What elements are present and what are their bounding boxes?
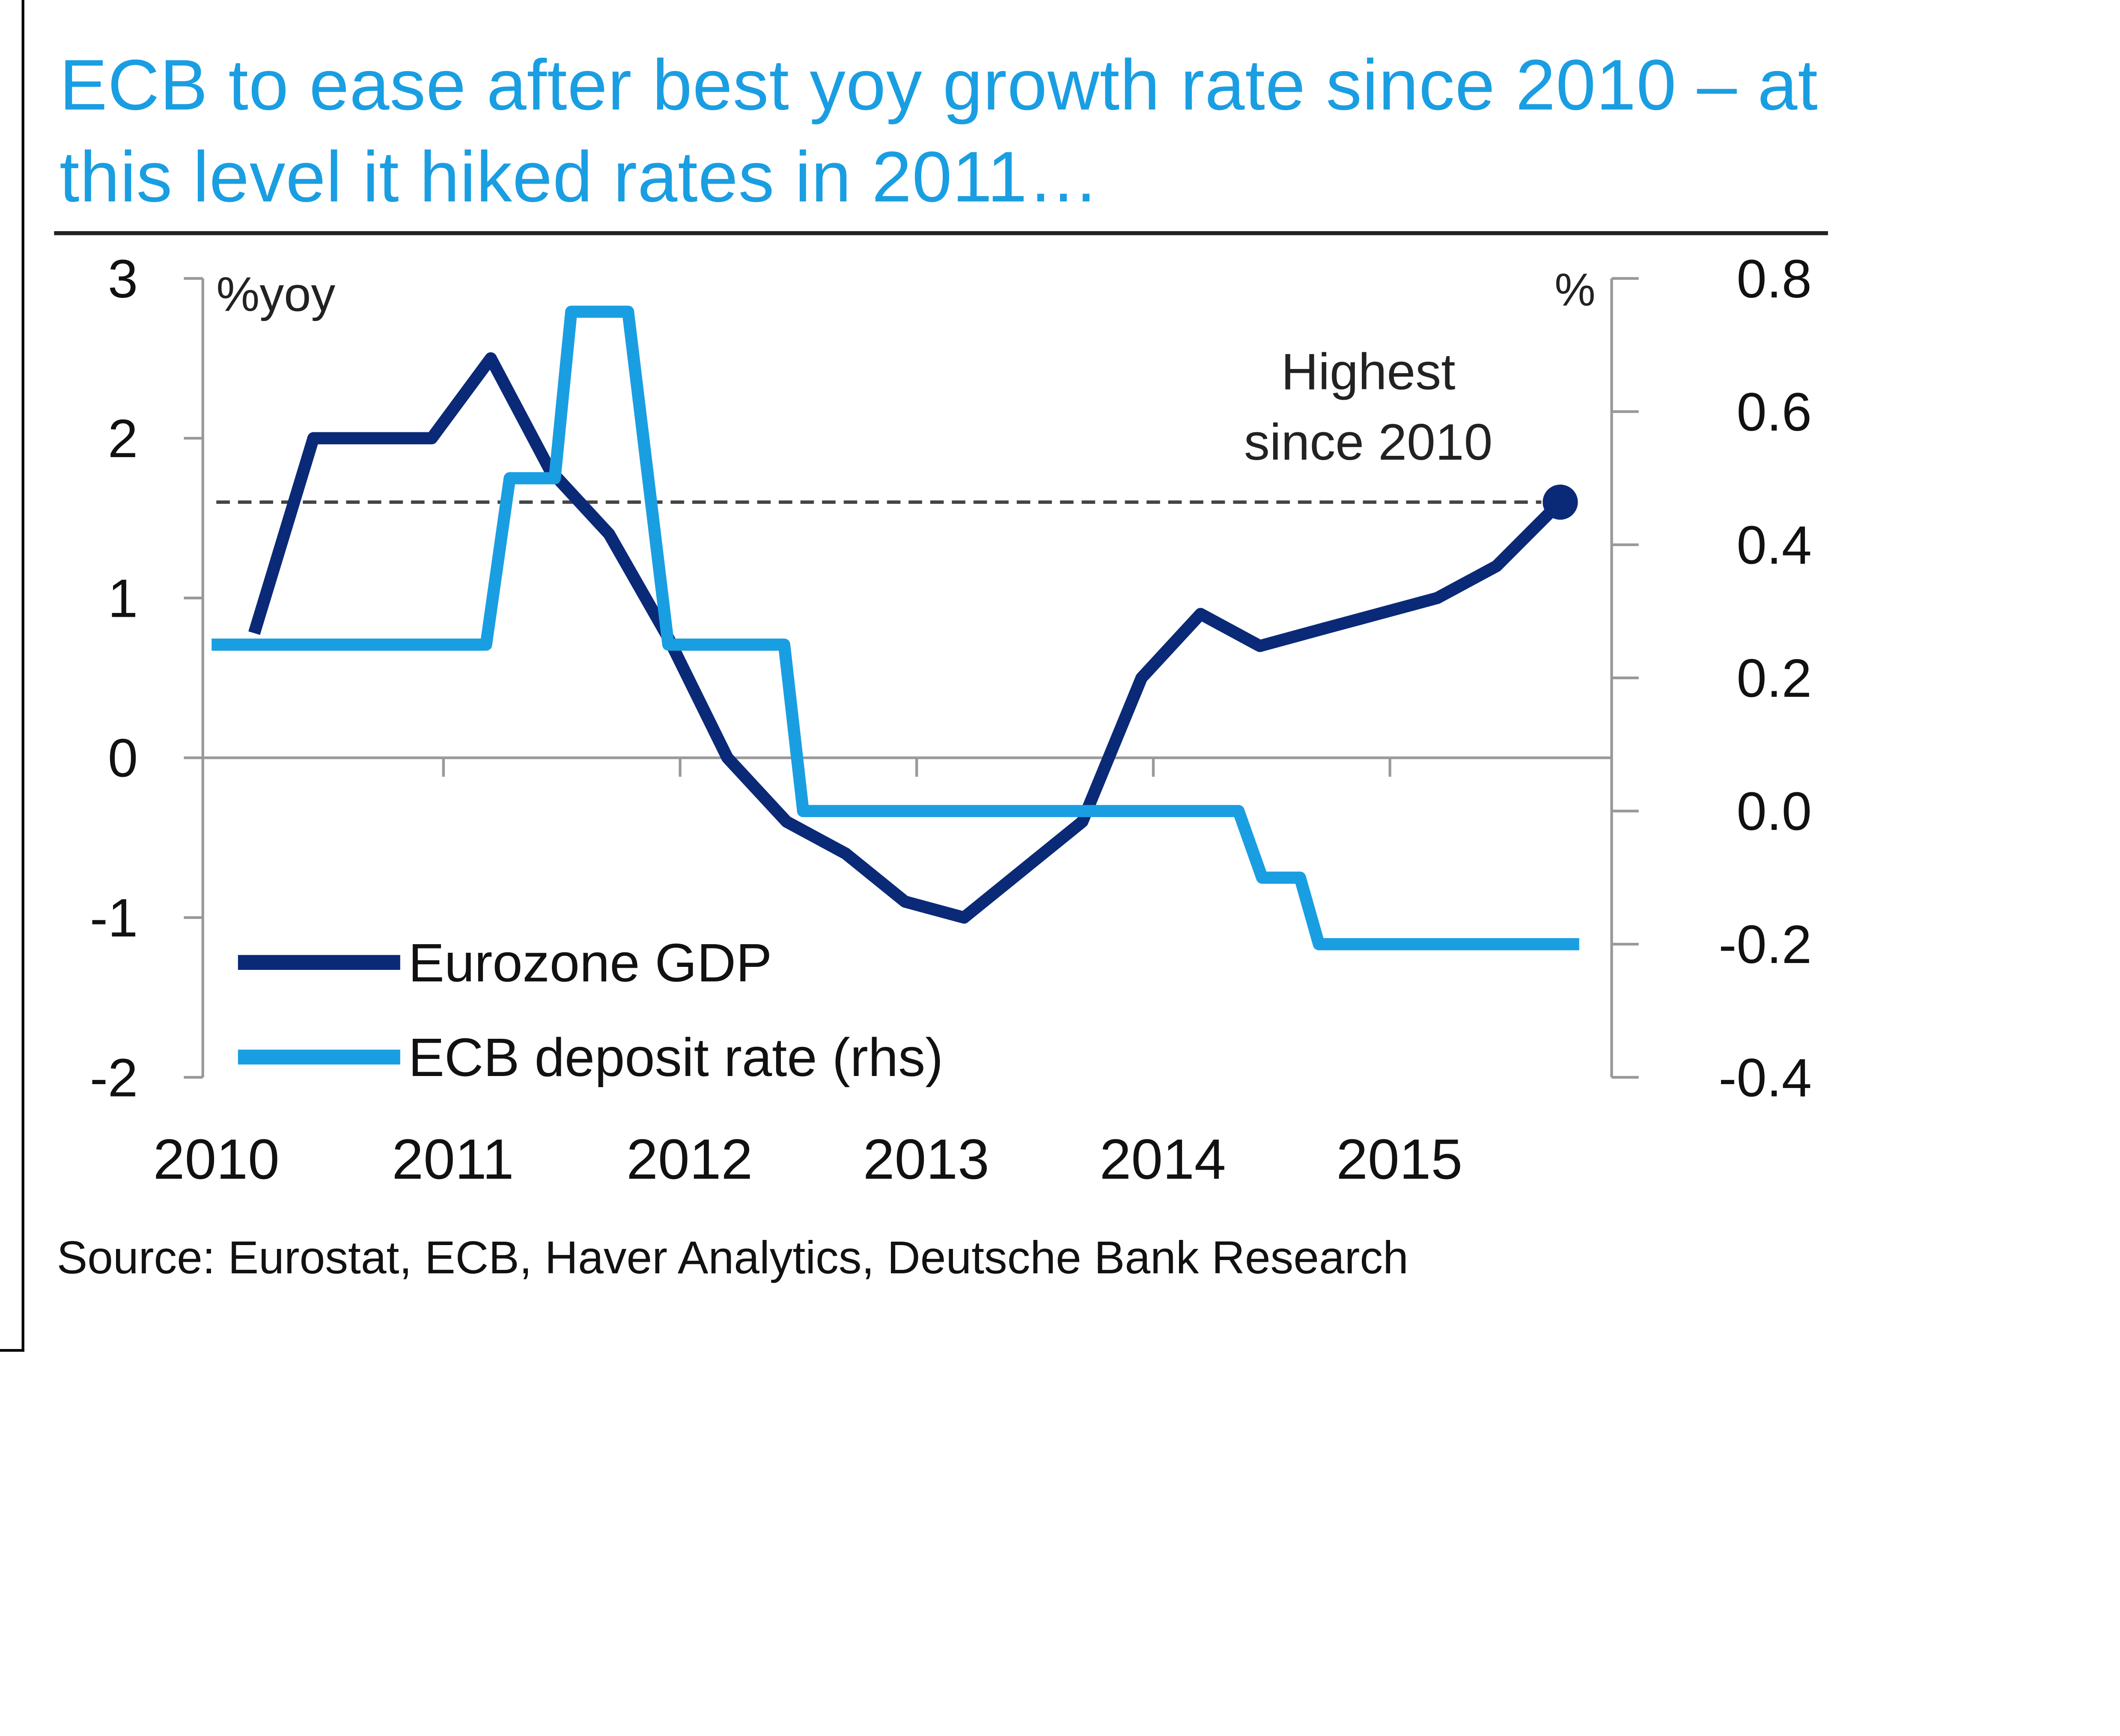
frame-border-left: [21, 0, 24, 1352]
right-tick-label: 0.0: [1736, 781, 1812, 841]
right-tick-label: 0.8: [1736, 249, 1812, 309]
title-rule: [54, 231, 1828, 235]
left-axis-unit-label: %yoy: [216, 267, 335, 321]
legend-label: ECB deposit rate (rhs): [408, 1027, 944, 1088]
legend-label: Eurozone GDP: [408, 933, 772, 993]
gdp-latest-point-marker: [1542, 485, 1578, 520]
frame-border-bottom: [0, 1349, 24, 1352]
left-tick-label: 0: [108, 728, 138, 788]
x-tick-label: 2012: [626, 1128, 753, 1191]
deposit-rate-series-line: [211, 306, 1579, 951]
chart-title: ECB to ease after best yoy growth rate s…: [59, 46, 1818, 218]
x-tick-label: 2013: [863, 1128, 989, 1191]
x-tick-label: 2014: [1100, 1128, 1226, 1191]
left-tick-label: 1: [108, 568, 138, 628]
x-tick-label: 2011: [392, 1128, 514, 1191]
x-tick-label: 2010: [153, 1128, 280, 1191]
right-tick-label: 0.2: [1736, 648, 1812, 708]
right-axis-unit-label: %: [1554, 264, 1595, 315]
right-tick-label: 0.6: [1736, 382, 1812, 442]
right-tick-label: -0.4: [1718, 1047, 1812, 1108]
left-tick-label: -2: [90, 1047, 138, 1108]
left-tick-label: -1: [90, 888, 138, 948]
annotation-line2: since 2010: [1244, 413, 1492, 471]
gdp-series-line: [248, 352, 1565, 924]
left-tick-label: 3: [108, 249, 138, 309]
annotation-line1: Highest: [1281, 343, 1456, 401]
x-tick-label: 2015: [1336, 1128, 1462, 1191]
right-tick-label: -0.2: [1718, 914, 1812, 975]
source-note: Source: Eurostat, ECB, Haver Analytics, …: [57, 1233, 1408, 1284]
right-tick-label: 0.4: [1736, 515, 1812, 575]
left-tick-label: 2: [108, 408, 138, 469]
